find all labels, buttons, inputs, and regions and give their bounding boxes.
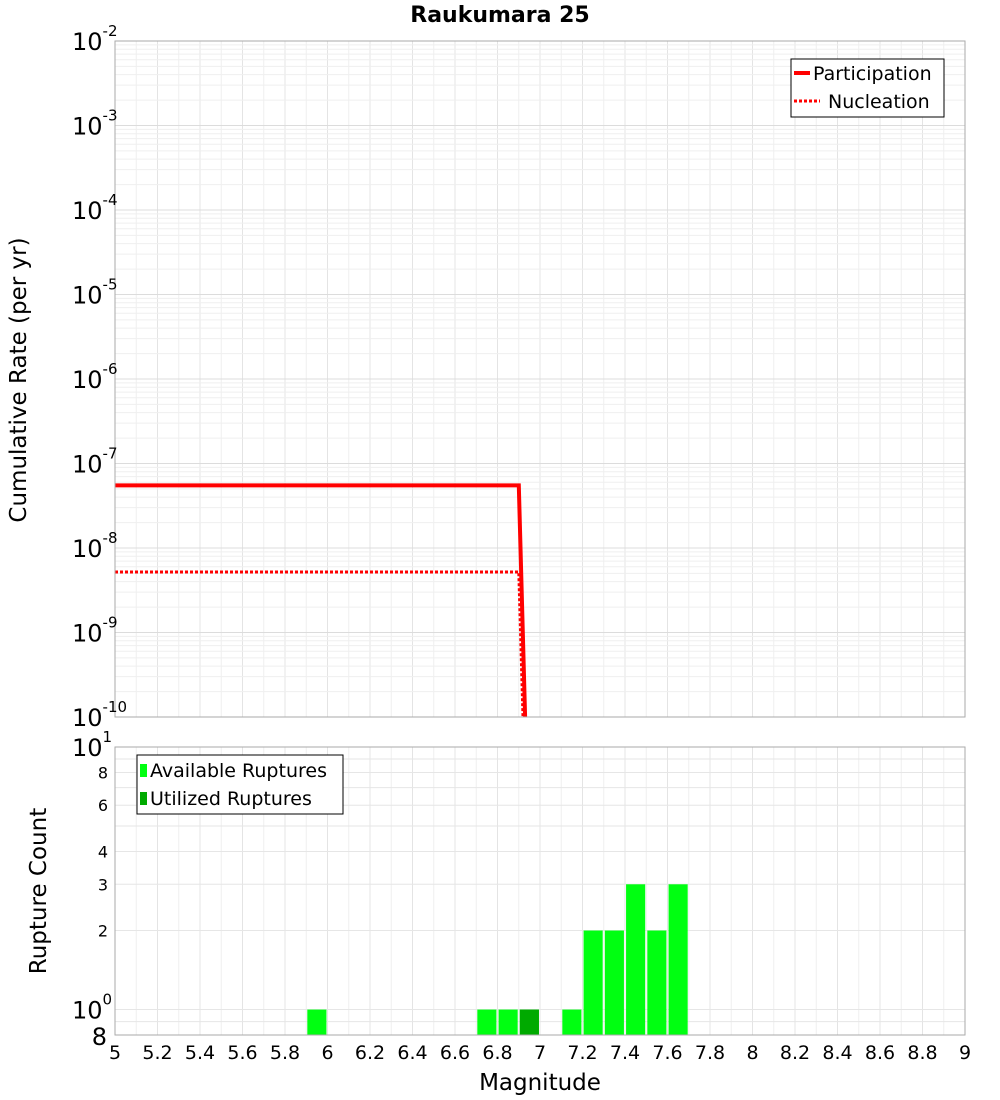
bar-available-ruptures bbox=[604, 930, 624, 1035]
x-axis-label: Magnitude bbox=[479, 1070, 601, 1096]
bottom-y-tick-label-major: 100 bbox=[72, 991, 112, 1025]
bar-available-ruptures bbox=[307, 1009, 327, 1035]
bar-available-ruptures bbox=[668, 884, 688, 1035]
legend-available-label: Available Ruptures bbox=[150, 760, 327, 782]
x-tick-label: 6.2 bbox=[355, 1042, 385, 1064]
x-tick-label: 8.8 bbox=[907, 1042, 937, 1064]
chart-title: Raukumara 25 bbox=[410, 3, 589, 28]
top-y-tick-label: 10-9 bbox=[72, 614, 118, 648]
x-tick-label: 7.4 bbox=[610, 1042, 640, 1064]
top-y-tick-label: 10-5 bbox=[72, 276, 118, 310]
x-tick-label: 6.8 bbox=[482, 1042, 512, 1064]
bottom-y-tick-label-minor: 6 bbox=[98, 796, 108, 815]
x-tick-label: 8.4 bbox=[822, 1042, 852, 1064]
bottom-legend: Available Ruptures Utilized Ruptures bbox=[136, 754, 344, 815]
bottom-y-axis-label: Rupture Count bbox=[26, 808, 52, 974]
x-tick-label: 9 bbox=[959, 1042, 971, 1064]
bottom-legend-box bbox=[136, 754, 344, 815]
bottom-plot-bars bbox=[307, 884, 688, 1035]
x-tick-label: 7 bbox=[534, 1042, 546, 1064]
bar-available-ruptures bbox=[647, 930, 667, 1035]
bottom-y-tick-label-minor: 8 bbox=[92, 1023, 107, 1051]
x-tick-label: 8.2 bbox=[780, 1042, 810, 1064]
bottom-plot-x-ticks: 5 5.2 5.4 5.6 5.8 6 6.2 6.4 6.6 6.8 7 7.2 7.4 7.6 7.8 8… bbox=[109, 1042, 971, 1064]
bar-available-ruptures bbox=[562, 1009, 582, 1035]
bottom-plot-frame bbox=[114, 746, 966, 1036]
top-y-tick-label: 10-6 bbox=[72, 360, 118, 394]
bottom-y-tick-label-minor: 4 bbox=[98, 842, 108, 861]
top-plot-series bbox=[115, 483, 528, 718]
legend-nucleation-label: Nucleation bbox=[828, 91, 930, 113]
x-tick-label: 5.6 bbox=[227, 1042, 257, 1064]
top-y-tick-label: 10-8 bbox=[72, 529, 118, 563]
top-plot-y-ticks: 10-2 10-3 10-4 10-5 10-6 10-7 10-8 10-9 10-10 bbox=[72, 22, 127, 732]
legend-available-swatch bbox=[140, 764, 147, 777]
bar-available-ruptures bbox=[583, 930, 603, 1035]
x-tick-label: 8.6 bbox=[865, 1042, 895, 1064]
top-y-tick-label: 10-3 bbox=[72, 107, 118, 141]
x-tick-label: 5 bbox=[109, 1042, 121, 1064]
bar-available-ruptures bbox=[626, 884, 646, 1035]
top-legend-box bbox=[790, 58, 945, 118]
top-y-tick-label: 10-2 bbox=[72, 22, 118, 56]
top-y-axis-label: Cumulative Rate (per yr) bbox=[6, 237, 32, 522]
top-y-tick-label: 10-7 bbox=[72, 445, 118, 479]
x-tick-label: 7.8 bbox=[695, 1042, 725, 1064]
bar-available-ruptures bbox=[477, 1009, 497, 1035]
x-tick-label: 5.8 bbox=[270, 1042, 300, 1064]
x-tick-label: 5.4 bbox=[185, 1042, 215, 1064]
top-plot-frame bbox=[114, 40, 966, 718]
x-tick-label: 7.6 bbox=[652, 1042, 682, 1064]
x-tick-label: 5.2 bbox=[142, 1042, 172, 1064]
legend-utilized-label: Utilized Ruptures bbox=[150, 788, 312, 810]
legend-participation-label: Participation bbox=[813, 63, 932, 85]
top-legend: Participation Nucleation bbox=[790, 58, 945, 118]
bottom-y-tick-label-minor: 2 bbox=[98, 922, 108, 941]
x-tick-label: 8 bbox=[746, 1042, 758, 1064]
x-tick-label: 6.6 bbox=[440, 1042, 470, 1064]
bottom-y-tick-label-minor: 8 bbox=[98, 763, 108, 782]
bar-available-ruptures bbox=[498, 1009, 518, 1035]
x-tick-label: 6.4 bbox=[397, 1042, 427, 1064]
legend-utilized-swatch bbox=[140, 792, 147, 805]
top-plot-gridlines bbox=[114, 41, 966, 718]
series-line-participation bbox=[115, 483, 528, 718]
bottom-y-tick-label-minor: 3 bbox=[98, 875, 108, 894]
bar-utilized-ruptures bbox=[519, 1009, 539, 1035]
x-tick-label: 7.2 bbox=[567, 1042, 597, 1064]
bottom-y-tick-label-major: 101 bbox=[72, 728, 112, 762]
x-tick-label: 6 bbox=[321, 1042, 333, 1064]
top-y-tick-label: 10-4 bbox=[72, 191, 118, 225]
top-y-tick-label: 10-10 bbox=[72, 698, 127, 732]
series-line-nucleation bbox=[115, 570, 525, 718]
